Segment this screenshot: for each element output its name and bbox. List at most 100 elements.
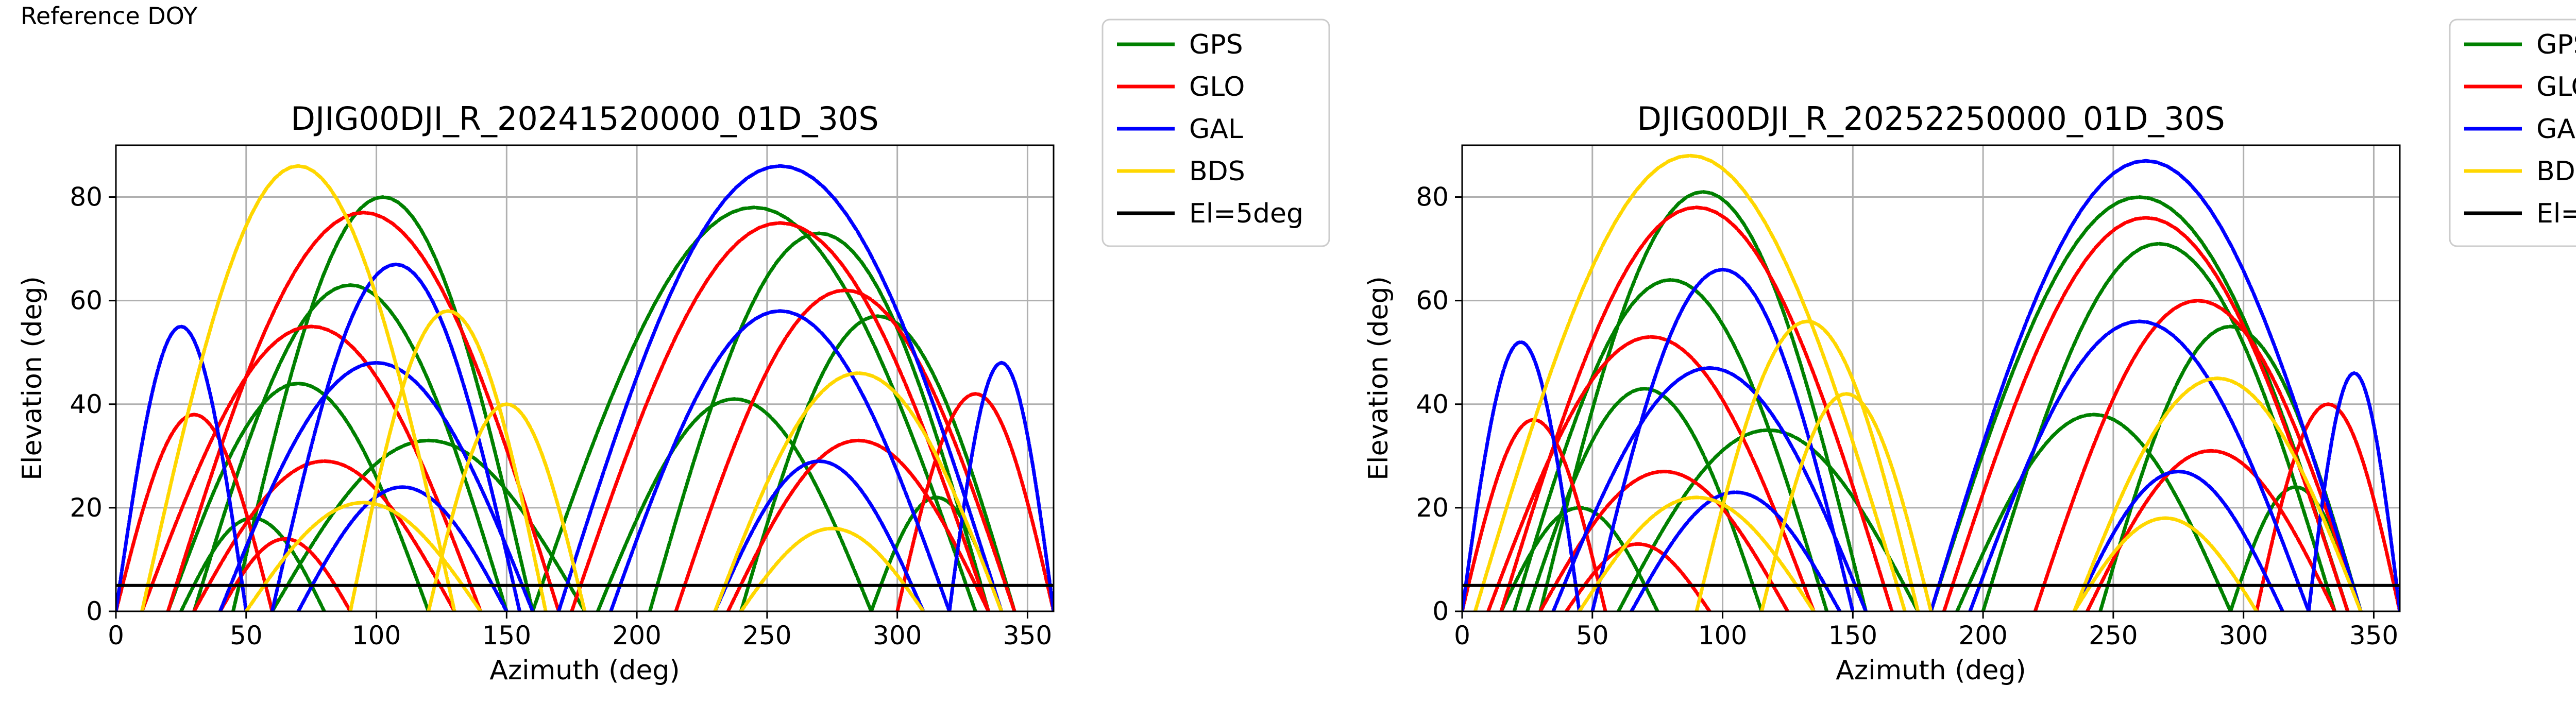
chart-title: DJIG00DJI_R_20252250000_01D_30S <box>1637 100 2225 138</box>
legend: GPS GLO GAL BDS El=5deg <box>2449 19 2576 247</box>
track-gal <box>713 459 925 611</box>
track-glo <box>192 459 456 611</box>
track-gps <box>179 516 326 611</box>
track-gal <box>2307 371 2400 611</box>
legend: GPS GLO GAL BDS El=5deg <box>1101 19 1330 247</box>
track-gal <box>556 164 1004 611</box>
x-axis-label: Azimuth (deg) <box>1836 655 2026 686</box>
x-tick-label: 100 <box>1698 621 1747 650</box>
track-gal <box>116 324 248 611</box>
x-tick-label: 300 <box>873 621 922 650</box>
y-tick-label: 60 <box>70 286 103 316</box>
track-bds <box>348 309 548 611</box>
track-bds <box>713 371 1004 611</box>
y-tick-label: 20 <box>1416 493 1449 523</box>
legend-entry: El=5deg <box>1189 198 1303 229</box>
track-gps <box>648 231 991 611</box>
track-glo <box>140 324 483 611</box>
track-gal <box>1462 340 1581 611</box>
chart-title: DJIG00DJI_R_20241520000_01D_30S <box>291 100 878 138</box>
y-tick-label: 0 <box>86 596 103 626</box>
track-bds <box>2072 516 2259 611</box>
track-glo <box>570 221 991 611</box>
track-gps <box>1512 278 1829 611</box>
track-gps <box>1525 387 1764 611</box>
y-tick-label: 40 <box>70 389 103 419</box>
y-tick-label: 60 <box>1416 286 1449 316</box>
x-tick-label: 200 <box>612 621 661 650</box>
track-gal <box>1968 319 2311 611</box>
legend-entry: BDS <box>1189 156 1245 187</box>
track-bds <box>1473 153 1907 611</box>
track-bds <box>427 402 587 611</box>
track-glo <box>1499 205 1894 611</box>
track-gal <box>1551 366 1868 611</box>
x-tick-label: 0 <box>1454 621 1470 650</box>
y-tick-label: 80 <box>1416 182 1449 212</box>
track-bds <box>2072 376 2363 611</box>
x-tick-label: 200 <box>1958 621 2007 650</box>
legend-entry: GPS <box>1189 29 1243 60</box>
x-tick-label: 100 <box>352 621 401 650</box>
track-glo <box>116 413 274 611</box>
x-tick-label: 150 <box>1828 621 1877 650</box>
x-tick-label: 250 <box>742 621 791 650</box>
track-gps <box>1538 190 1868 611</box>
track-gps <box>231 195 535 611</box>
y-tick-label: 40 <box>1416 389 1449 419</box>
track-layer <box>116 164 1054 611</box>
y-tick-label: 20 <box>70 493 103 523</box>
legend-entry: BDS <box>2536 156 2576 187</box>
track-gal <box>218 361 535 611</box>
legend-entry: GLO <box>1189 72 1245 102</box>
y-axis-label: Elevation (deg) <box>17 276 48 481</box>
legend-entry: El=5deg <box>2536 198 2576 229</box>
y-axis-label: Elevation (deg) <box>1363 276 1394 481</box>
track-bds <box>1759 392 1933 611</box>
track-bds <box>739 526 925 611</box>
y-tick-label: 0 <box>1432 596 1449 626</box>
x-tick-label: 250 <box>2089 621 2138 650</box>
track-gal <box>1929 159 2363 611</box>
track-glo <box>2033 299 2363 611</box>
track-gps <box>596 397 873 611</box>
x-tick-label: 50 <box>230 621 263 650</box>
legend-box <box>1101 19 1330 247</box>
plot-frame <box>1461 144 2401 612</box>
track-gal <box>947 361 1054 611</box>
x-tick-label: 0 <box>108 621 124 650</box>
track-gal <box>609 309 952 611</box>
legend-box <box>2449 19 2576 247</box>
legend-entry: GAL <box>2536 114 2576 145</box>
track-bds <box>1694 319 1920 611</box>
x-axis-label: Azimuth (deg) <box>489 655 680 686</box>
x-tick-label: 350 <box>2349 621 2398 650</box>
track-glo <box>2085 449 2337 611</box>
track-gps <box>531 205 977 611</box>
track-glo <box>1486 335 1816 611</box>
x-tick-label: 350 <box>1003 621 1052 650</box>
track-glo <box>674 288 1016 611</box>
chart-panel-2: 0 50 100 150 200 250 300 350 0 20 40 60 80 DJIG00DJI_… <box>1363 19 2576 686</box>
x-tick-label: 50 <box>1576 621 1609 650</box>
track-gal <box>296 485 509 611</box>
track-layer <box>1462 153 2400 611</box>
y-tick-label: 80 <box>70 182 103 212</box>
legend-entry: GPS <box>2536 29 2576 60</box>
reference-doy-label: Reference DOY <box>21 2 198 30</box>
track-gal <box>2072 469 2284 611</box>
track-glo <box>1942 216 2350 611</box>
chart-panel-1: 0 50 100 150 200 250 300 350 0 20 40 60 80 DJIG00DJI_… <box>17 19 1330 686</box>
track-gps <box>1616 428 1920 611</box>
track-glo <box>895 392 1054 611</box>
x-tick-label: 300 <box>2219 621 2268 650</box>
track-gps <box>1499 506 1659 611</box>
x-tick-label: 150 <box>482 621 531 650</box>
legend-entry: GLO <box>2536 72 2576 102</box>
plot-frame <box>115 144 1055 612</box>
track-gps <box>1955 413 2232 611</box>
track-glo <box>726 438 991 611</box>
track-glo <box>1564 542 1711 611</box>
track-glo <box>2255 402 2400 611</box>
